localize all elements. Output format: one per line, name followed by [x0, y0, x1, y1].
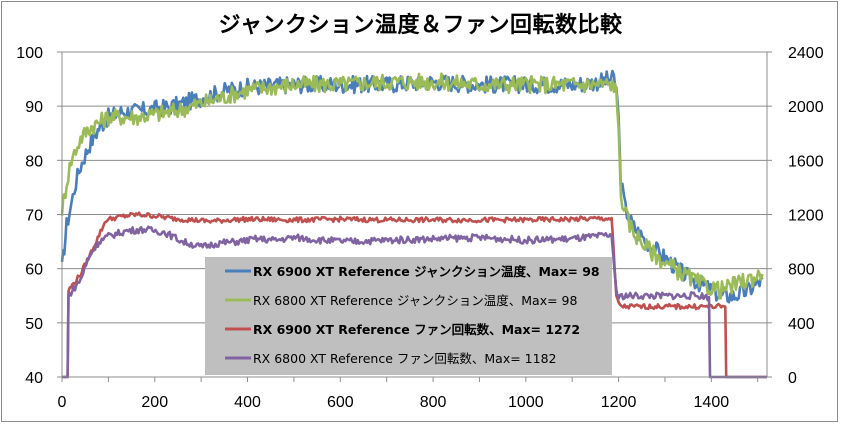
y2-tick-label: 800 — [788, 262, 815, 279]
y-tick-label: 50 — [25, 316, 43, 333]
x-tick-label: 600 — [327, 394, 354, 411]
y2-tick-label: 1200 — [788, 208, 824, 225]
y2-tick-label: 400 — [788, 316, 815, 333]
x-tick-label: 200 — [141, 394, 168, 411]
y-tick-label: 100 — [16, 45, 43, 62]
legend-box — [205, 257, 612, 375]
legend: RX 6900 XT Reference ジャンクション温度、Max= 98 RX… — [205, 257, 612, 375]
y-tick-label: 80 — [25, 153, 43, 170]
tick-labels: 0 200 400 600 800 1000 1200 1400405060708090100… — [16, 45, 823, 411]
legend-label: RX 6900 XT Reference ファン回転数、Max= 1272 — [253, 322, 580, 337]
series-layer — [60, 69, 767, 379]
x-tick-label: 1000 — [508, 394, 544, 411]
y2-tick-label: 0 — [788, 370, 797, 387]
y2-tick-label: 2000 — [788, 99, 824, 116]
x-tick-label: 400 — [234, 394, 261, 411]
legend-label: RX 6900 XT Reference ジャンクション温度、Max= 98 — [253, 264, 600, 279]
x-tick-label: 1400 — [694, 394, 730, 411]
series-line-3 — [62, 211, 767, 379]
x-tick-label: 1200 — [601, 394, 637, 411]
legend-label: RX 6800 XT Reference ジャンクション温度、Max= 98 — [253, 293, 577, 308]
y2-tick-label: 1600 — [788, 153, 824, 170]
legend-label: RX 6800 XT Reference ファン回転数、Max= 1182 — [253, 351, 556, 366]
y-tick-label: 60 — [25, 262, 43, 279]
y-tick-label: 70 — [25, 208, 43, 225]
y-tick-label: 90 — [25, 99, 43, 116]
x-tick-label: 800 — [420, 394, 447, 411]
axes — [57, 51, 772, 382]
y-tick-label: 40 — [25, 370, 43, 387]
x-tick-label: 0 — [58, 394, 67, 411]
series-line-4 — [62, 225, 767, 379]
series-line-2 — [60, 72, 764, 300]
y2-tick-label: 2400 — [788, 45, 824, 62]
chart-title: ジャンクション温度＆ファン回転数比較 — [218, 13, 623, 38]
